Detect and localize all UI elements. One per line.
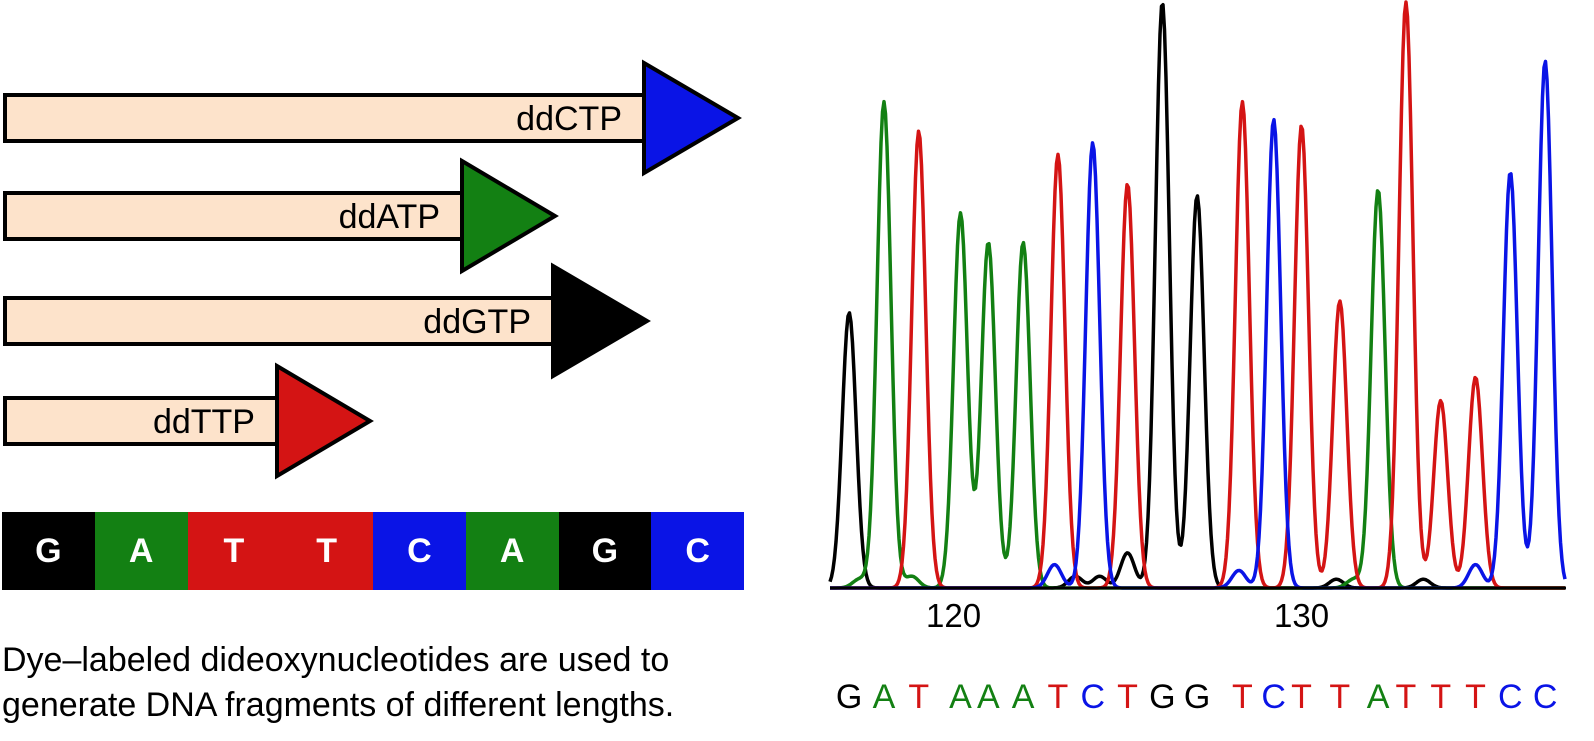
- fragment-ddctp: ddCTP: [3, 59, 742, 177]
- fragment-ddatp: ddATP: [3, 157, 559, 275]
- sequence-cell-g: G: [2, 512, 95, 590]
- fragment-bar: [3, 396, 279, 446]
- base-call-t: T: [1395, 678, 1417, 716]
- caption: Dye–labeled dideoxynucleotides are used …: [2, 638, 782, 728]
- sequence-cell-a: A: [465, 512, 559, 590]
- sequence-cell-g: G: [558, 512, 652, 590]
- base-call-t: T: [1291, 678, 1312, 716]
- x-tick-label: 130: [1273, 597, 1330, 634]
- fragment-label: ddTTP: [153, 403, 255, 441]
- x-tick-label: 120: [926, 597, 982, 634]
- dye-arrowhead-t: [275, 362, 374, 480]
- base-call-c: C: [1261, 678, 1286, 716]
- fragment-bar: [3, 296, 555, 346]
- base-call-a: A: [872, 678, 896, 716]
- trace-c: [829, 59, 1567, 590]
- dye-arrowhead-c: [642, 59, 742, 177]
- caption-line-2: generate DNA fragments of different leng…: [2, 686, 675, 724]
- base-call-t: T: [1117, 678, 1138, 716]
- fragment-label: ddATP: [339, 198, 440, 236]
- base-call-a: A: [949, 678, 972, 716]
- sequence-cell-c: C: [651, 512, 744, 590]
- caption-line-1: Dye–labeled dideoxynucleotides are used …: [2, 641, 670, 679]
- sequence-cell-c: C: [373, 512, 466, 590]
- dye-arrowhead-g: [551, 262, 651, 380]
- base-call-t: T: [908, 678, 930, 716]
- base-call-t: T: [1231, 678, 1253, 716]
- base-call-c: C: [1532, 678, 1558, 716]
- fragment-arrows: ddCTP ddATP ddGTP ddTTP: [3, 59, 742, 480]
- fragment-ddgtp: ddGTP: [3, 262, 651, 380]
- base-call-t: T: [1329, 678, 1351, 716]
- base-call-t: T: [1430, 678, 1452, 716]
- trace-a: [829, 99, 1566, 590]
- base-call-a: A: [1011, 678, 1035, 716]
- fragment-label: ddCTP: [516, 100, 622, 138]
- base-call-c: C: [1498, 678, 1523, 716]
- dye-arrowhead-a: [460, 157, 559, 275]
- trace-t: [829, 0, 1566, 590]
- base-call-g: G: [835, 678, 863, 716]
- base-call-g: G: [1149, 678, 1176, 716]
- trace-g: [828, 2, 1566, 590]
- sequence-cell-t: T: [280, 512, 373, 590]
- base-call-g: G: [1183, 678, 1211, 716]
- sequence-cell-t: T: [187, 512, 281, 590]
- base-call-t: T: [1465, 678, 1486, 716]
- sequence-cell-a: A: [94, 512, 188, 590]
- base-call-a: A: [976, 678, 1000, 716]
- fragment-label: ddGTP: [423, 303, 531, 341]
- base-call-a: A: [1366, 678, 1390, 716]
- fragment-ddttp: ddTTP: [3, 362, 374, 480]
- base-call-t: T: [1047, 678, 1069, 716]
- fragment-bar: [3, 93, 646, 143]
- base-call-c: C: [1080, 678, 1105, 716]
